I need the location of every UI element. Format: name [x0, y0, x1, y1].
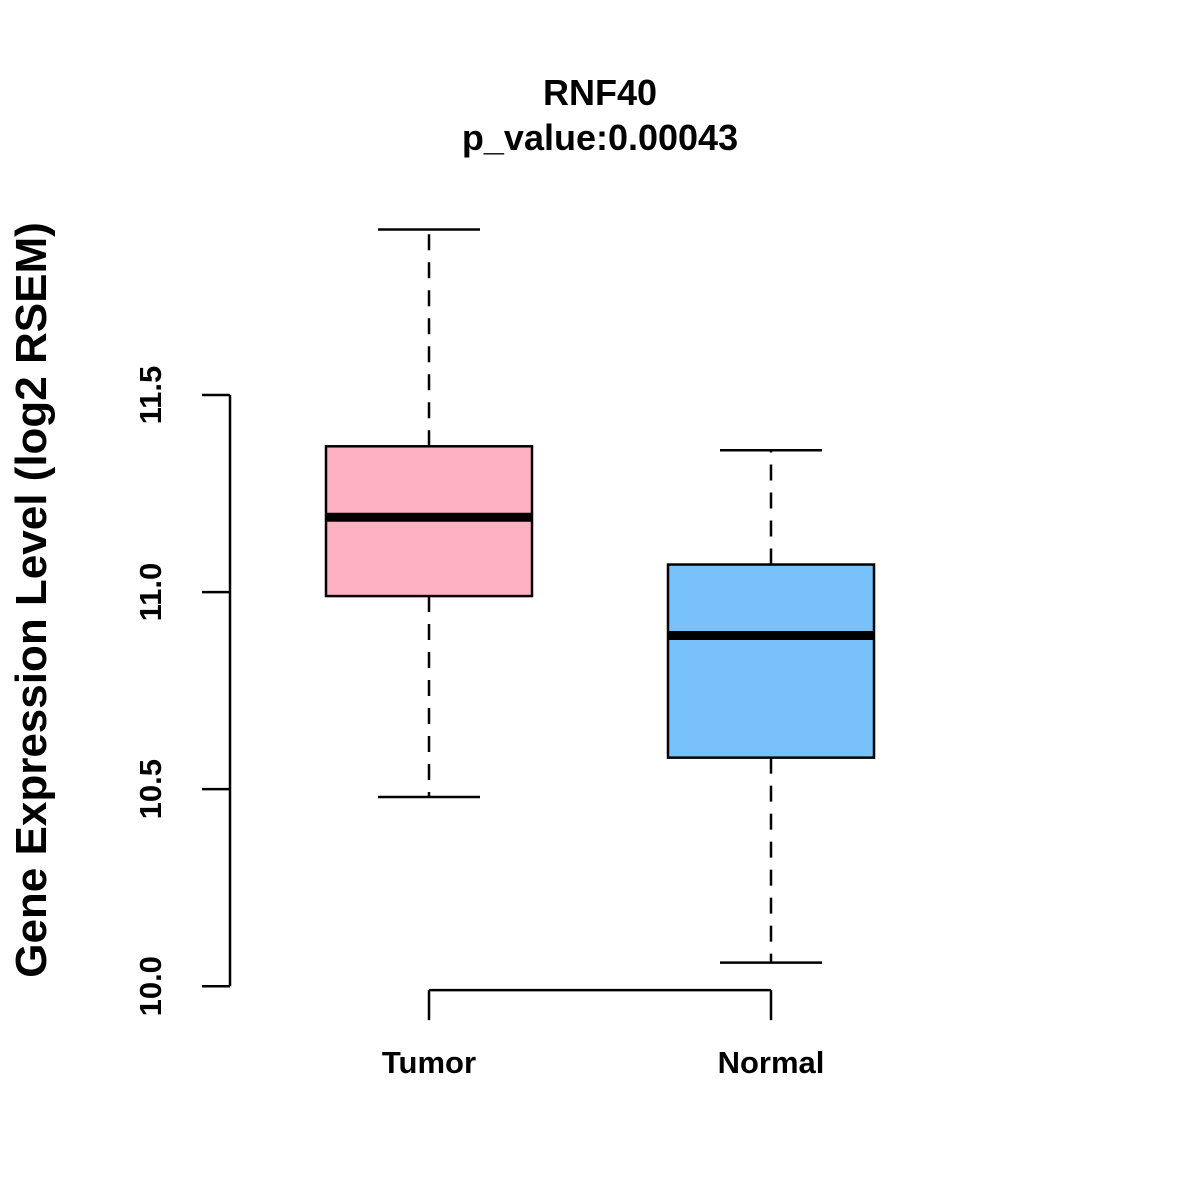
x-axis: Tumor Normal — [382, 988, 825, 1080]
y-tick-label: 11.0 — [133, 563, 168, 622]
box-iqr — [666, 563, 876, 759]
x-category-label: Normal — [718, 1045, 825, 1080]
y-axis: 10.0 10.5 11.0 11.5 — [133, 366, 232, 1016]
x-category-label: Tumor — [382, 1045, 476, 1080]
y-tick-label: 10.5 — [133, 759, 168, 819]
y-axis-label: Gene Expression Level (log2 RSEM) — [7, 222, 56, 978]
box-group-tumor — [324, 228, 534, 799]
y-tick-label: 11.5 — [133, 366, 168, 425]
box-group-normal — [666, 448, 876, 964]
boxes — [324, 228, 876, 964]
chart-title: RNF40 — [543, 72, 657, 113]
chart-subtitle: p_value:0.00043 — [462, 117, 738, 158]
y-tick-label: 10.0 — [133, 956, 168, 1016]
